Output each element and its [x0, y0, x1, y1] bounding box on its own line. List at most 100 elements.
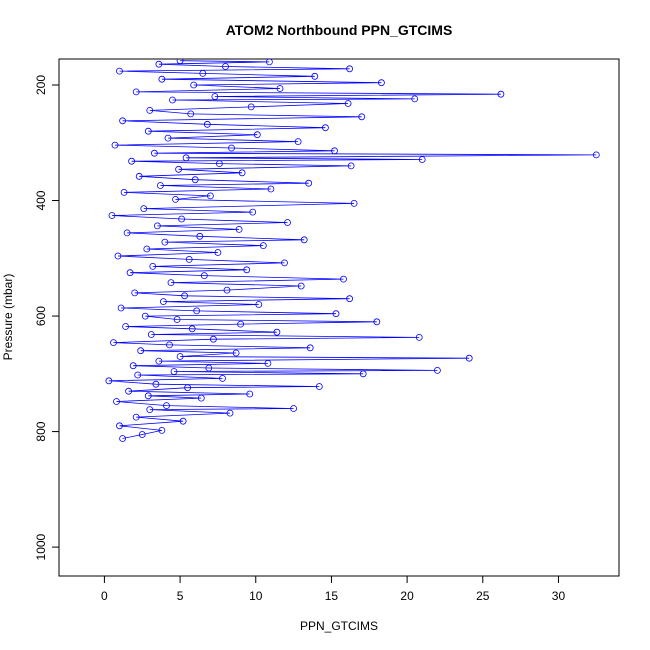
- data-point: [415, 333, 423, 341]
- y-tick-label: 1000: [34, 533, 48, 560]
- data-point: [105, 377, 113, 385]
- data-point: [138, 431, 146, 438]
- data-point: [237, 320, 245, 328]
- data-point: [116, 67, 123, 75]
- data-point: [465, 354, 473, 362]
- data-point: [184, 384, 192, 392]
- data-point: [332, 310, 340, 318]
- data-point: [182, 154, 190, 162]
- data-point: [170, 368, 178, 375]
- y-axis-label: Pressure (mbar): [1, 274, 15, 361]
- data-point: [200, 272, 208, 280]
- data-point: [238, 169, 246, 177]
- data-point: [243, 266, 251, 274]
- data-point: [163, 402, 170, 410]
- data-point: [592, 151, 600, 159]
- data-point: [433, 366, 441, 374]
- chart-title: ATOM2 Northbound PPN_GTCIMS: [226, 22, 453, 38]
- data-point: [214, 249, 222, 256]
- data-point: [140, 205, 148, 213]
- data-point: [300, 236, 308, 244]
- y-axis: 200 400 600 800 1000: [34, 75, 60, 560]
- data-point: [116, 422, 123, 430]
- data-point: [144, 127, 152, 135]
- data-point: [114, 252, 122, 260]
- data-point: [321, 124, 329, 132]
- data-point: [418, 156, 426, 163]
- data-point: [232, 349, 240, 357]
- data-point: [190, 81, 198, 89]
- data-point: [128, 157, 136, 165]
- data-point: [350, 199, 358, 207]
- data-point: [344, 100, 352, 107]
- data-point: [149, 262, 157, 270]
- x-tick-label: 10: [249, 589, 263, 603]
- data-point: [117, 304, 125, 312]
- data-point: [247, 103, 255, 111]
- data-point: [235, 225, 243, 233]
- data-point: [223, 286, 231, 294]
- x-tick-label: 5: [177, 589, 184, 603]
- data-point: [122, 323, 129, 330]
- data-point: [110, 339, 117, 347]
- data-point: [377, 79, 385, 87]
- data-point: [155, 357, 163, 365]
- x-tick-label: 30: [552, 589, 566, 603]
- data-point: [264, 359, 272, 367]
- y-tick-label: 800: [34, 421, 48, 441]
- data-point: [211, 93, 219, 100]
- data-point: [172, 195, 179, 203]
- x-tick-label: 15: [325, 589, 339, 603]
- data-point: [169, 96, 176, 104]
- data-point: [155, 60, 163, 68]
- data-point: [187, 110, 195, 118]
- data-point: [141, 312, 149, 320]
- data-point: [156, 182, 164, 189]
- data-point: [311, 72, 319, 80]
- data-point: [131, 289, 139, 297]
- data-point: [153, 222, 161, 230]
- data-point: [305, 179, 313, 187]
- data-point: [205, 364, 213, 372]
- data-point: [226, 409, 234, 417]
- data-point: [158, 426, 166, 434]
- data-point: [253, 131, 261, 139]
- data-point: [126, 269, 134, 277]
- data-point: [290, 405, 298, 412]
- data-point: [219, 374, 226, 382]
- data-point: [340, 275, 347, 283]
- data-point: [284, 219, 291, 226]
- x-tick-label: 0: [101, 589, 108, 603]
- data-point: [144, 392, 152, 400]
- data-point: [119, 435, 126, 442]
- data-point: [203, 120, 211, 128]
- data-point: [197, 394, 205, 402]
- x-tick-label: 25: [476, 589, 490, 603]
- data-point: [259, 242, 267, 250]
- data-point: [143, 245, 151, 253]
- data-point: [193, 307, 201, 315]
- data-point: [315, 383, 323, 390]
- data-point: [150, 149, 158, 157]
- data-point: [119, 117, 126, 125]
- data-point: [161, 238, 169, 246]
- data-point: [167, 279, 175, 287]
- data-point: [132, 88, 140, 96]
- data-point: [120, 188, 128, 196]
- data-point: [215, 160, 223, 168]
- data-point: [125, 387, 133, 395]
- data-point: [497, 90, 505, 98]
- data-point: [347, 162, 355, 170]
- data-point: [178, 215, 186, 223]
- x-axis-label: PPN_GTCIMS: [300, 619, 378, 633]
- data-point: [164, 134, 172, 142]
- data-point: [108, 212, 116, 219]
- y-tick-label: 600: [34, 306, 48, 326]
- data-point: [246, 390, 254, 398]
- data-point: [306, 344, 314, 352]
- data-point: [188, 325, 196, 333]
- data-point: [123, 229, 131, 237]
- data-point: [358, 113, 366, 121]
- data-point: [209, 335, 217, 343]
